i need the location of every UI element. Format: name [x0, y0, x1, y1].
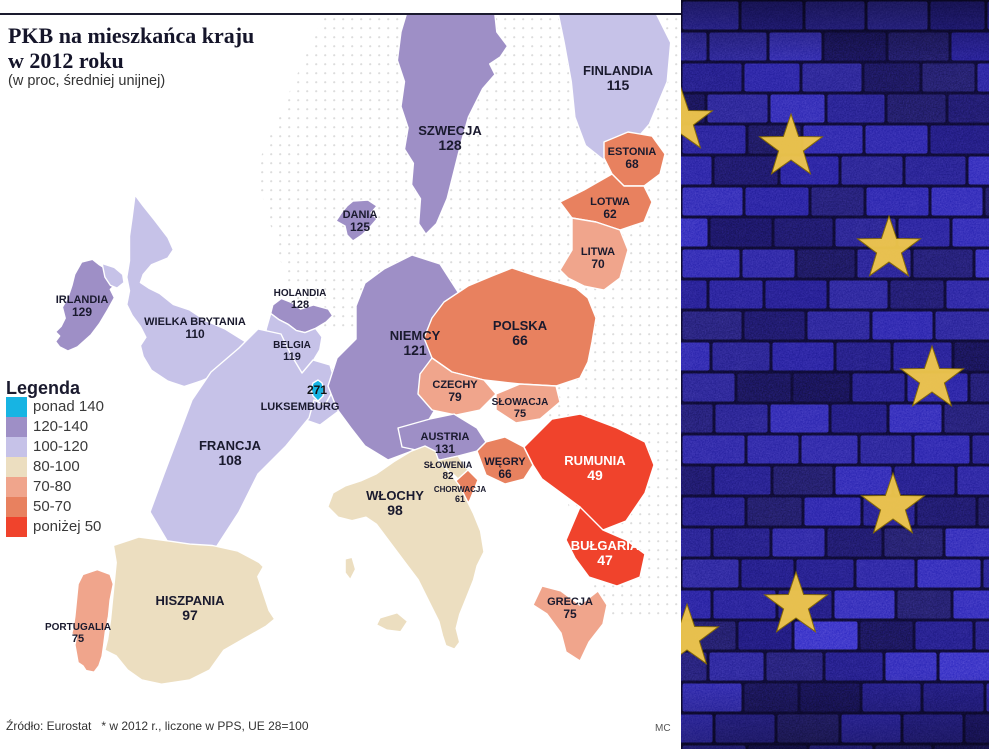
- svg-text:66: 66: [512, 332, 528, 348]
- svg-text:FINLANDIA: FINLANDIA: [583, 63, 654, 78]
- svg-text:98: 98: [387, 502, 403, 518]
- svg-text:70: 70: [591, 257, 605, 271]
- svg-text:68: 68: [625, 157, 639, 171]
- svg-text:128: 128: [438, 137, 462, 153]
- svg-text:62: 62: [603, 207, 617, 221]
- svg-text:61: 61: [455, 494, 465, 504]
- svg-text:BUŁGARIA: BUŁGARIA: [571, 538, 640, 553]
- svg-text:PORTUGALIA: PORTUGALIA: [45, 622, 111, 633]
- svg-text:LUKSEMBURG: LUKSEMBURG: [261, 401, 340, 413]
- svg-text:47: 47: [597, 552, 613, 568]
- svg-text:FRANCJA: FRANCJA: [199, 438, 262, 453]
- svg-text:125: 125: [350, 220, 370, 234]
- svg-text:131: 131: [435, 442, 455, 456]
- svg-text:RUMUNIA: RUMUNIA: [564, 453, 626, 468]
- svg-text:129: 129: [72, 305, 92, 319]
- svg-text:121: 121: [403, 342, 427, 358]
- svg-text:75: 75: [563, 607, 577, 621]
- svg-text:82: 82: [442, 471, 454, 482]
- svg-text:75: 75: [72, 633, 84, 645]
- svg-text:115: 115: [607, 77, 630, 93]
- svg-text:CHORWACJA: CHORWACJA: [434, 485, 487, 494]
- svg-text:SŁOWENIA: SŁOWENIA: [424, 460, 473, 470]
- svg-text:POLSKA: POLSKA: [493, 318, 548, 333]
- svg-text:66: 66: [498, 467, 512, 481]
- svg-text:128: 128: [291, 299, 309, 311]
- svg-text:HISZPANIA: HISZPANIA: [155, 593, 225, 608]
- svg-text:49: 49: [587, 467, 603, 483]
- svg-text:NIEMCY: NIEMCY: [390, 328, 441, 343]
- svg-text:75: 75: [514, 408, 526, 420]
- svg-text:110: 110: [185, 327, 205, 341]
- svg-text:SZWECJA: SZWECJA: [418, 123, 482, 138]
- svg-text:HOLANDIA: HOLANDIA: [274, 288, 327, 299]
- svg-text:WŁOCHY: WŁOCHY: [366, 488, 424, 503]
- svg-text:271: 271: [307, 383, 327, 397]
- svg-text:SŁOWACJA: SŁOWACJA: [492, 397, 549, 408]
- svg-text:119: 119: [283, 351, 301, 363]
- svg-text:79: 79: [448, 390, 462, 404]
- svg-text:BELGIA: BELGIA: [273, 340, 311, 351]
- svg-text:97: 97: [182, 607, 198, 623]
- svg-text:108: 108: [218, 452, 242, 468]
